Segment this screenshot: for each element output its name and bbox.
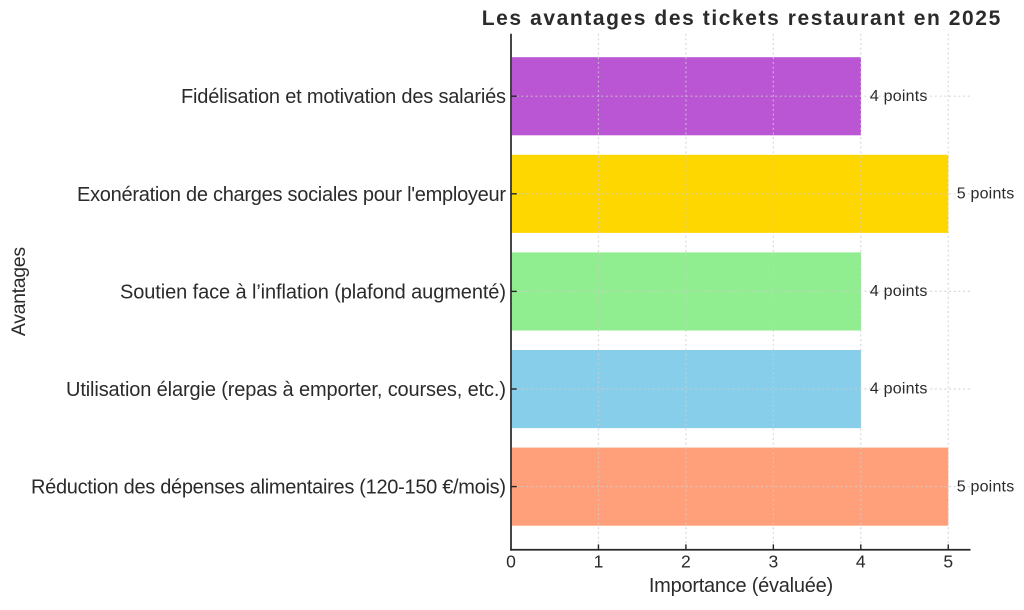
svg-text:5 points: 5 points — [957, 478, 1015, 495]
svg-text:Importance (évaluée): Importance (évaluée) — [649, 575, 833, 597]
svg-text:Les avantages des tickets rest: Les avantages des tickets restaurant en … — [482, 7, 1001, 30]
svg-text:Avantages: Avantages — [8, 247, 30, 336]
svg-text:0: 0 — [506, 552, 516, 572]
svg-text:Fidélisation et motivation des: Fidélisation et motivation des salariés — [181, 86, 506, 108]
svg-text:Réduction des dépenses aliment: Réduction des dépenses alimentaires (120… — [31, 477, 506, 499]
svg-text:5: 5 — [943, 552, 953, 572]
svg-text:1: 1 — [594, 552, 604, 572]
svg-text:3: 3 — [768, 552, 778, 572]
svg-text:Soutien face à l’inflation (pl: Soutien face à l’inflation (plafond augm… — [120, 281, 506, 303]
svg-text:4 points: 4 points — [870, 381, 928, 398]
svg-text:4 points: 4 points — [870, 88, 928, 105]
svg-text:Exonération de charges sociale: Exonération de charges sociales pour l'e… — [77, 184, 506, 206]
svg-text:5 points: 5 points — [957, 186, 1015, 203]
svg-text:4 points: 4 points — [870, 283, 928, 300]
svg-text:2: 2 — [681, 552, 691, 572]
svg-text:Utilisation élargie (repas à e: Utilisation élargie (repas à emporter, c… — [66, 379, 506, 401]
svg-text:4: 4 — [856, 552, 866, 572]
